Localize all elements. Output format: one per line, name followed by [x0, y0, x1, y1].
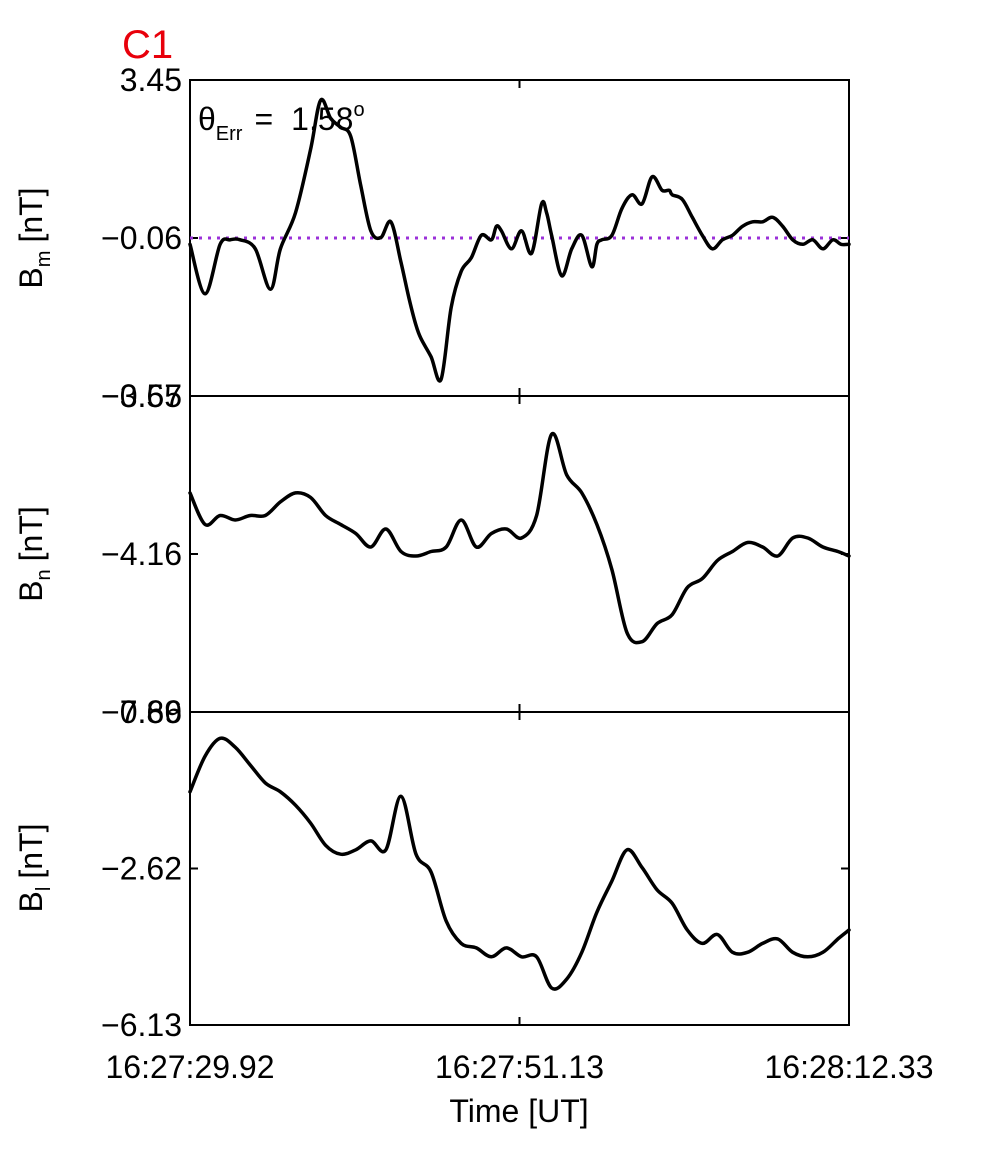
theta-degree: o — [353, 99, 364, 121]
figure-label: C1 — [122, 23, 173, 67]
ylabel-bm-unit: [nT] — [13, 187, 49, 242]
ylabel-bl-sub: l — [33, 887, 55, 891]
ytick-label-bm-1: −0.06 — [101, 220, 182, 256]
ylabel-bm: Bm [nT] — [13, 187, 55, 288]
xtick-label-1: 16:27:51.13 — [435, 1049, 604, 1085]
ylabel-bl: Bl [nT] — [13, 824, 55, 913]
xtick-label-2: 16:28:12.33 — [764, 1049, 933, 1085]
series-line-bn — [188, 431, 851, 645]
theta-annotation: θErr = 1.58o — [198, 99, 365, 145]
ylabel-bm-sub: m — [33, 251, 55, 268]
theta-subscript: Err — [216, 123, 243, 145]
xtick-label-0: 16:27:29.92 — [105, 1049, 274, 1085]
ylabel-bm-main: B — [13, 267, 49, 288]
ylabel-bn: Bn [nT] — [13, 506, 55, 602]
chart-marks: 3.45 −0.06 −3.57−0.65 −4.16 −7.660.89 −2.62 −6… — [101, 62, 933, 1085]
ytick-label-bn-1: −4.16 — [101, 536, 182, 572]
ytick-label-bl-1: −2.62 — [101, 851, 182, 887]
ylabel-bl-unit: [nT] — [13, 824, 49, 879]
xaxis-label: Time [UT] — [449, 1093, 588, 1129]
theta-symbol: θ — [198, 101, 216, 137]
ylabel-bl-main: B — [13, 891, 49, 912]
ytick-label-bn-2: −7.66 — [101, 694, 182, 730]
ytick-label-bn-0: −0.65 — [101, 378, 182, 414]
theta-value: 1.58 — [291, 101, 353, 137]
theta-equals: = — [254, 101, 273, 137]
series-line-bl — [188, 736, 851, 991]
ytick-label-bm-2: −3.57 — [101, 378, 182, 414]
ylabel-bn-sub: n — [33, 569, 55, 580]
ytick-label-bm-0: 3.45 — [120, 62, 182, 98]
ytick-label-bl-2: −6.13 — [101, 1007, 182, 1043]
panel-frame-bl — [189, 711, 850, 1026]
panel-frame-bn — [189, 395, 850, 713]
ytick-label-bl-0: 0.89 — [120, 694, 182, 730]
series-line-bm — [188, 97, 851, 383]
ylabel-bn-unit: [nT] — [13, 506, 49, 561]
ylabel-bn-main: B — [13, 580, 49, 601]
